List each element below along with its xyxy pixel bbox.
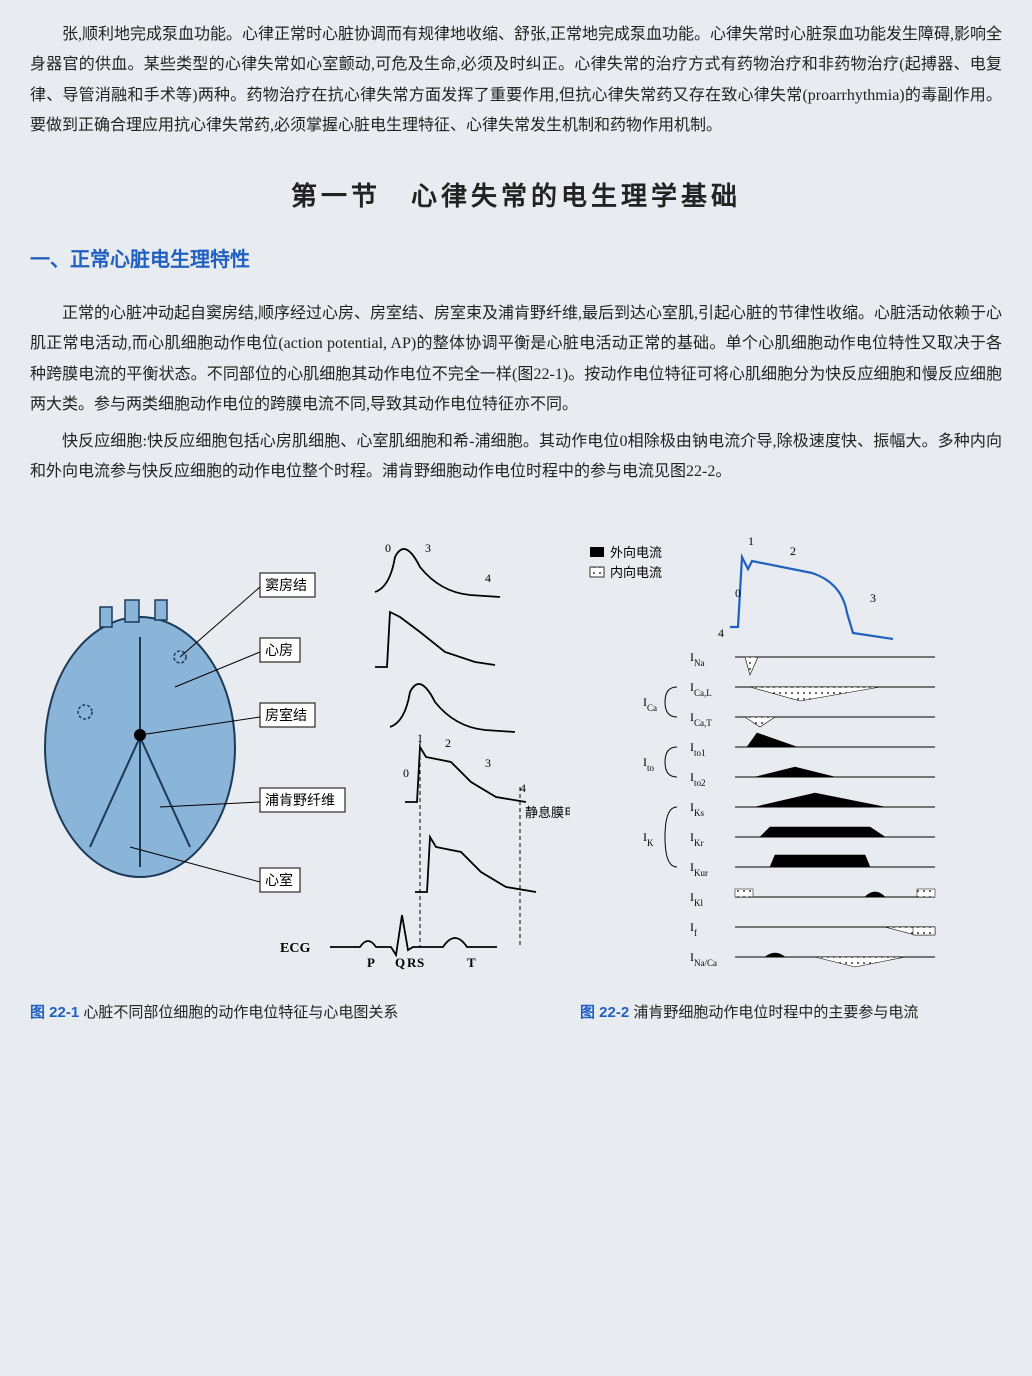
svg-text:静息膜电位: 静息膜电位	[525, 805, 570, 820]
svg-text:内向电流: 内向电流	[610, 565, 662, 580]
svg-text:1: 1	[748, 534, 754, 548]
svg-text:4: 4	[718, 626, 724, 640]
figure-22-1: 窦房结心房房室结浦肯野纤维心室03412034静息膜电位ECGPQRST 图 2…	[30, 517, 570, 1025]
svg-text:4: 4	[485, 571, 491, 585]
fig-text-2: 浦肯野细胞动作电位时程中的主要参与电流	[633, 1004, 918, 1021]
svg-text:4: 4	[520, 781, 526, 795]
sub-heading: 一、正常心脏电生理特性	[30, 241, 1002, 279]
svg-text:3: 3	[485, 756, 491, 770]
svg-text:INa/Ca: INa/Ca	[690, 950, 717, 968]
svg-text:Ito2: Ito2	[690, 770, 706, 788]
svg-text:ICa,T: ICa,T	[690, 710, 712, 728]
svg-text:S: S	[417, 955, 424, 970]
fig-num-2: 图 22-2	[580, 1004, 629, 1021]
svg-text:房室结: 房室结	[265, 707, 307, 724]
svg-text:T: T	[467, 955, 476, 970]
svg-text:If: If	[690, 920, 697, 938]
svg-text:R: R	[407, 955, 417, 970]
svg-text:ICa,L: ICa,L	[690, 680, 712, 698]
svg-text:INa: INa	[690, 650, 705, 668]
svg-text:浦肯野纤维: 浦肯野纤维	[265, 793, 335, 809]
fig-text-1: 心脏不同部位细胞的动作电位特征与心电图关系	[83, 1004, 398, 1021]
svg-text:心室: 心室	[265, 872, 293, 889]
body-paragraph-1: 正常的心脏冲动起自窦房结,顺序经过心房、房室结、房室束及浦肯野纤维,最后到达心室…	[30, 299, 1002, 421]
figure-22-2-svg: 外向电流内向电流 0 1 2 3 4 INa ICa,L ICa,T Ito1 Ito2 IKs IKr…	[580, 517, 980, 997]
svg-text:ECG: ECG	[280, 941, 310, 956]
svg-text:0: 0	[735, 586, 741, 600]
svg-text:2: 2	[790, 544, 796, 558]
svg-text:外向电流: 外向电流	[610, 545, 662, 560]
section-title: 第一节 心律失常的电生理学基础	[30, 172, 1002, 221]
svg-text:IKur: IKur	[690, 860, 708, 878]
intro-paragraph: 张,顺利地完成泵血功能。心律正常时心脏协调而有规律地收缩、舒张,正常地完成泵血功…	[30, 20, 1002, 142]
fig-num-1: 图 22-1	[30, 1004, 79, 1021]
svg-text:3: 3	[425, 541, 431, 555]
svg-text:IKl: IKl	[690, 890, 703, 908]
svg-text:IK: IK	[643, 830, 654, 848]
figure-22-1-svg: 窦房结心房房室结浦肯野纤维心室03412034静息膜电位ECGPQRST	[30, 517, 570, 997]
svg-text:Q: Q	[395, 955, 405, 970]
svg-text:ICa: ICa	[643, 695, 657, 713]
svg-text:Ito: Ito	[643, 755, 655, 773]
svg-text:IKr: IKr	[690, 830, 704, 848]
svg-text:P: P	[367, 955, 375, 970]
svg-text:心房: 心房	[265, 643, 293, 659]
svg-text:IKs: IKs	[690, 800, 704, 818]
figure-22-2: 外向电流内向电流 0 1 2 3 4 INa ICa,L ICa,T Ito1 Ito2 IKs IKr…	[580, 517, 1002, 1025]
svg-text:3: 3	[870, 591, 876, 605]
svg-text:窦房结: 窦房结	[265, 578, 307, 594]
svg-text:0: 0	[385, 541, 391, 555]
svg-text:2: 2	[445, 736, 451, 750]
svg-text:Ito1: Ito1	[690, 740, 706, 758]
figure-22-2-caption: 图 22-2 浦肯野细胞动作电位时程中的主要参与电流	[580, 1002, 1002, 1025]
figures-row: 窦房结心房房室结浦肯野纤维心室 0 3 4 1 2 0 3 4 静息膜电位 ECG P QRS T 图 2…	[30, 517, 1002, 1025]
figure-22-1-caption: 图 22-1 心脏不同部位细胞的动作电位特征与心电图关系	[30, 1002, 570, 1025]
body-paragraph-2: 快反应细胞:快反应细胞包括心房肌细胞、心室肌细胞和希-浦细胞。其动作电位0相除极…	[30, 427, 1002, 488]
svg-text:0: 0	[403, 766, 409, 780]
